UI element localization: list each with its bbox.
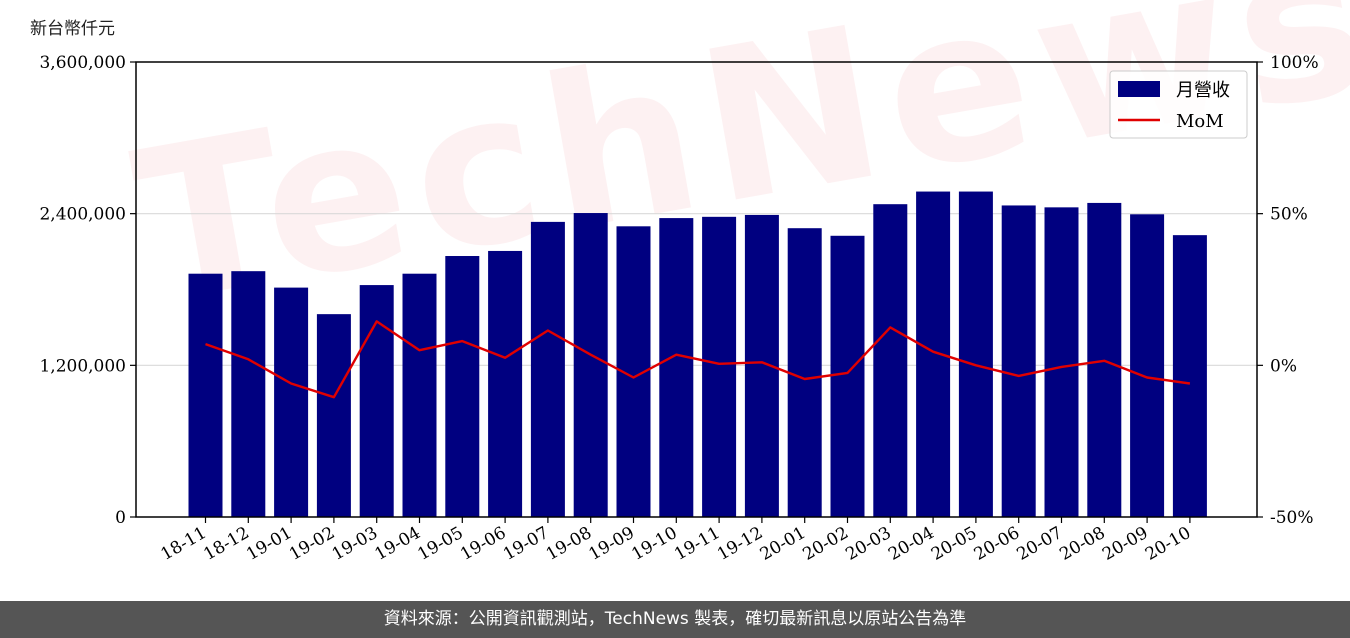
revenue-chart: 0 1,200,000 2,400,000 3,600,000 -50% 0% 50% 100… (39, 53, 1319, 565)
bar (1044, 207, 1079, 517)
x-tick-label: 18-12 (200, 523, 252, 565)
x-tick-label: 20-05 (928, 523, 980, 565)
plot-frame (135, 61, 1258, 518)
right-tick-label: -50% (1270, 508, 1314, 528)
bar (316, 314, 351, 517)
bar (231, 271, 266, 517)
x-tick-label: 20-09 (1099, 523, 1151, 565)
x-tick-label: 19-01 (243, 523, 295, 565)
legend-swatch-bar (1118, 81, 1160, 97)
x-tick-label: 19-08 (543, 523, 595, 565)
bar (274, 287, 309, 517)
x-tick-label: 19-03 (329, 523, 381, 565)
x-tick-label: 20-07 (1014, 523, 1066, 565)
left-tick-label: 2,400,000 (39, 205, 126, 225)
x-tick-label: 19-12 (714, 523, 766, 565)
right-tick-label: 100% (1270, 53, 1319, 73)
source-footer: 資料來源：公開資訊觀測站，TechNews 製表，確切最新訊息以原站公告為準 (0, 601, 1350, 638)
bar (830, 235, 865, 517)
legend-label-revenue: 月營收 (1176, 80, 1230, 101)
x-tick-label: 19-07 (500, 523, 552, 565)
bar (488, 250, 523, 517)
left-tick-label: 3,600,000 (39, 53, 126, 73)
bar (958, 191, 993, 517)
left-tick-label: 0 (115, 508, 126, 528)
right-tick-label: 0% (1270, 356, 1297, 376)
bar (1172, 235, 1207, 517)
bar (188, 273, 223, 517)
bar (659, 218, 694, 517)
bar (573, 213, 608, 517)
x-tick-label: 20-08 (1056, 523, 1108, 565)
bar (530, 221, 565, 517)
x-tick-label: 20-02 (800, 523, 852, 565)
legend-label-mom: MoM (1176, 111, 1224, 132)
bar (702, 216, 737, 517)
y-axis-unit-label: 新台幣仟元 (30, 19, 115, 39)
bar (1130, 214, 1165, 517)
right-tick-label: 50% (1270, 205, 1308, 225)
x-tick-label: 19-05 (414, 523, 466, 565)
bar (359, 285, 394, 517)
bar (787, 228, 822, 517)
bar (402, 273, 437, 517)
x-tick-label: 19-06 (457, 523, 509, 565)
x-tick-label: 18-11 (158, 523, 210, 565)
left-tick-label: 1,200,000 (39, 356, 126, 376)
x-tick-label: 20-04 (885, 523, 937, 565)
x-tick-label: 19-04 (372, 523, 424, 565)
x-tick-label: 19-10 (628, 523, 680, 565)
x-tick-label: 19-02 (286, 523, 338, 565)
bar (445, 256, 480, 517)
x-tick-label: 19-11 (671, 523, 723, 565)
x-tick-label: 20-06 (971, 523, 1023, 565)
x-tick-label: 19-09 (586, 523, 638, 565)
mom-line (205, 320, 1191, 399)
x-tick-label: 20-01 (757, 523, 809, 565)
x-tick-label: 20-03 (842, 523, 894, 565)
bar (873, 204, 908, 517)
bar (1001, 205, 1036, 517)
x-tick-label: 20-10 (1142, 523, 1194, 565)
